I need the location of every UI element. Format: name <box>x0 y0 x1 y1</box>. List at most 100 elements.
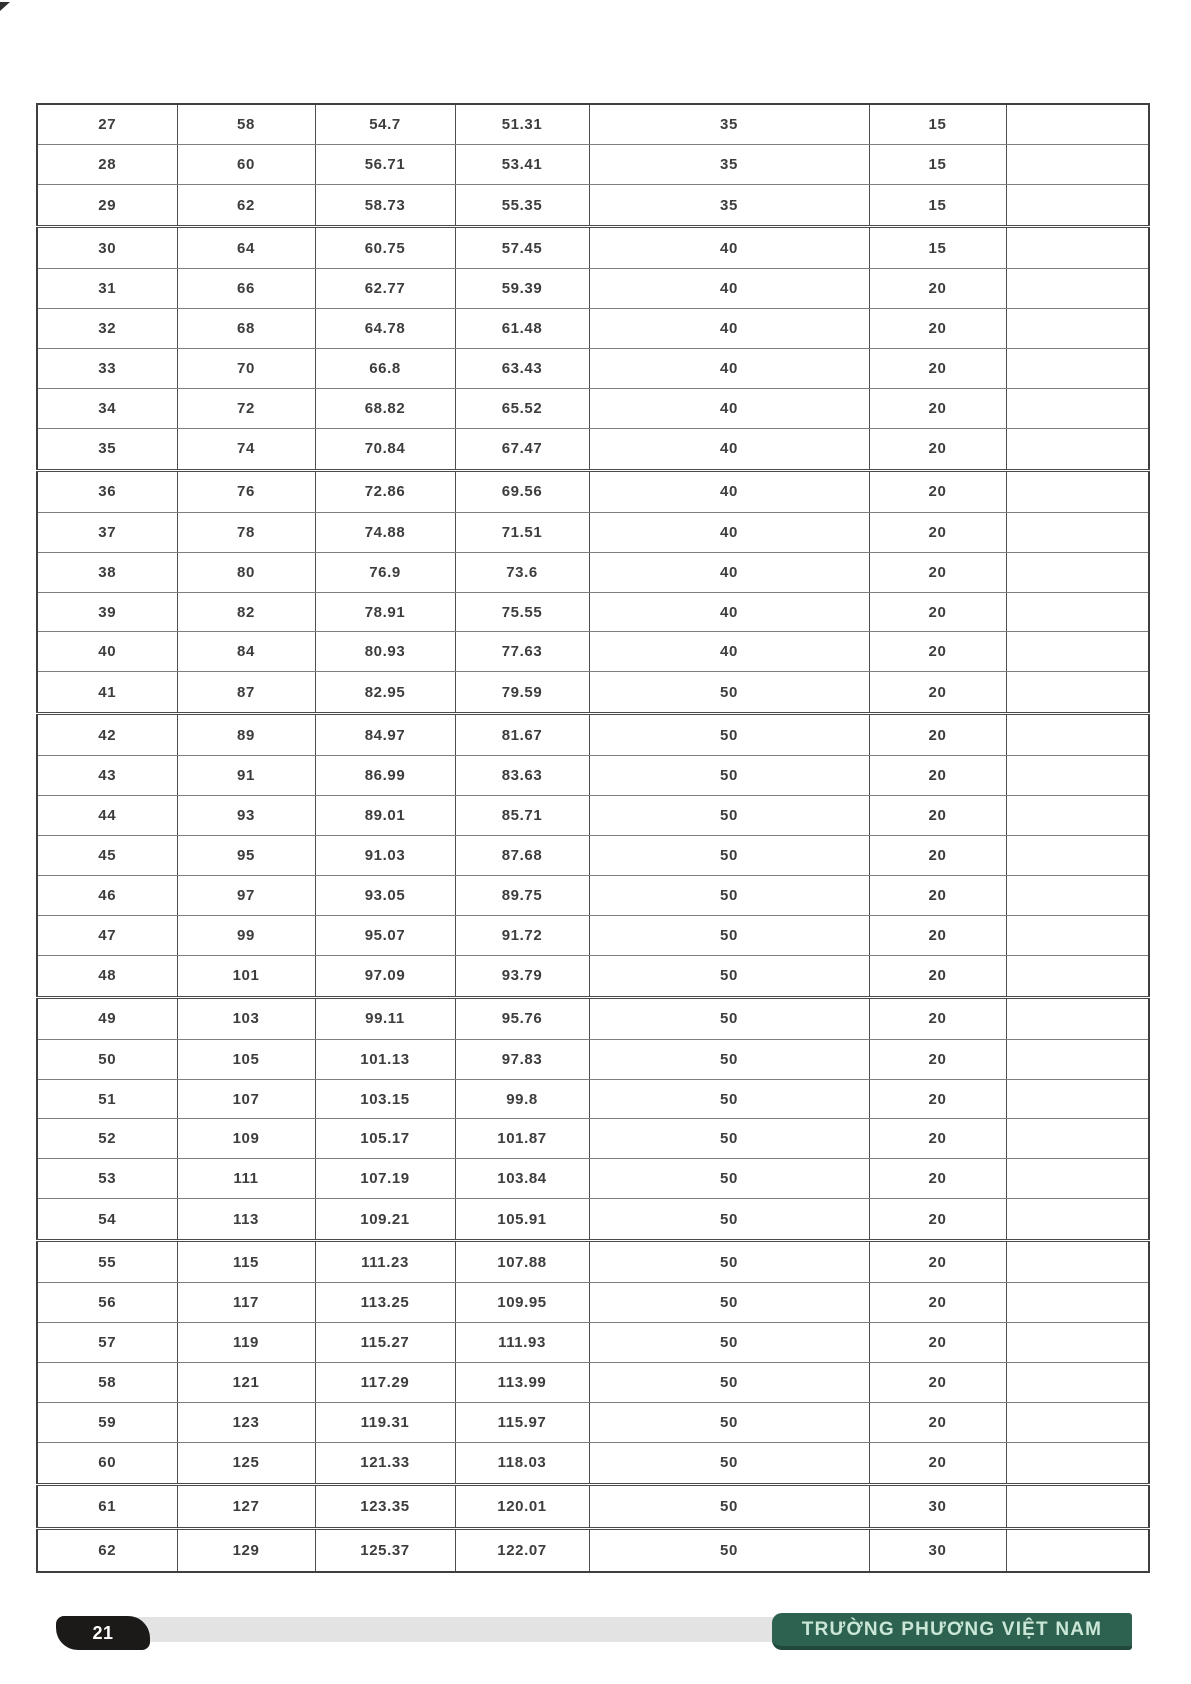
table-cell: 59.39 <box>454 268 590 310</box>
table-cell: 66.8 <box>314 348 456 389</box>
table-cell <box>1005 755 1150 797</box>
table-cell: 41 <box>36 671 178 715</box>
table-cell: 20 <box>868 308 1007 350</box>
table-cell: 50 <box>588 914 870 956</box>
table-cell: 46 <box>36 874 178 916</box>
table-cell: 20 <box>868 671 1007 715</box>
table-row: 62 129 125.37 122.07 50 30 <box>36 1527 1150 1573</box>
table-cell: 55.35 <box>454 184 590 228</box>
table-cell: 51 <box>36 1078 178 1120</box>
table-cell: 58 <box>36 1361 178 1403</box>
table-cell: 115 <box>176 1239 316 1284</box>
table-cell: 73.6 <box>454 551 590 593</box>
table-cell: 57 <box>36 1322 178 1363</box>
table-cell: 50 <box>588 874 870 916</box>
table-cell: 50 <box>588 835 870 876</box>
table-cell: 20 <box>868 1158 1007 1200</box>
table-row: 54 113 109.21 105.91 50 20 <box>36 1198 1150 1242</box>
table-cell <box>1005 1239 1150 1284</box>
table-row: 53 111 107.19 103.84 50 20 <box>36 1158 1150 1200</box>
table-cell: 76.9 <box>314 551 456 593</box>
table-cell: 42 <box>36 712 178 757</box>
table-cell: 84.97 <box>314 712 456 757</box>
table-cell: 109.95 <box>454 1282 590 1324</box>
table-cell: 50 <box>588 1482 870 1529</box>
table-cell <box>1005 144 1150 186</box>
table-cell: 20 <box>868 427 1007 471</box>
table-cell: 63.43 <box>454 348 590 389</box>
table-cell <box>1005 1482 1150 1529</box>
table-cell: 20 <box>868 591 1007 633</box>
table-cell: 61 <box>36 1482 178 1529</box>
table-cell: 40 <box>588 387 870 429</box>
table-cell: 43 <box>36 755 178 797</box>
table-cell: 50 <box>588 1239 870 1284</box>
table-cell: 83.63 <box>454 755 590 797</box>
table-cell: 109 <box>176 1118 316 1160</box>
table-cell: 49 <box>36 995 178 1040</box>
table-cell: 67.47 <box>454 427 590 471</box>
table-cell <box>1005 225 1150 270</box>
table-cell: 101.87 <box>454 1118 590 1160</box>
table-cell <box>1005 468 1150 513</box>
table-cell: 60 <box>36 1441 178 1485</box>
table-cell: 78 <box>176 511 316 553</box>
table-row: 51 107 103.15 99.8 50 20 <box>36 1078 1150 1120</box>
table-cell: 122.07 <box>454 1527 590 1573</box>
table-cell: 111.23 <box>314 1239 456 1284</box>
table-cell: 117 <box>176 1282 316 1324</box>
table-cell <box>1005 671 1150 715</box>
table-cell: 93 <box>176 795 316 837</box>
table-cell: 77.63 <box>454 631 590 673</box>
table-row: 32 68 64.78 61.48 40 20 <box>36 308 1150 350</box>
table-cell: 51.31 <box>454 103 590 146</box>
table-cell: 54.7 <box>314 103 456 146</box>
table-cell: 50 <box>588 1322 870 1363</box>
table-cell: 97.83 <box>454 1038 590 1080</box>
table-cell: 35 <box>588 184 870 228</box>
table-cell: 20 <box>868 631 1007 673</box>
table-row: 34 72 68.82 65.52 40 20 <box>36 387 1150 429</box>
table-cell: 127 <box>176 1482 316 1529</box>
table-row: 49 103 99.11 95.76 50 20 <box>36 995 1150 1040</box>
table-cell: 40 <box>588 348 870 389</box>
table-cell: 20 <box>868 755 1007 797</box>
table-cell: 111 <box>176 1158 316 1200</box>
table-cell: 68 <box>176 308 316 350</box>
table-cell: 123.35 <box>314 1482 456 1529</box>
table-cell <box>1005 427 1150 471</box>
table-cell: 37 <box>36 511 178 553</box>
table-cell: 50 <box>588 755 870 797</box>
table-cell: 20 <box>868 268 1007 310</box>
table-row: 38 80 76.9 73.6 40 20 <box>36 551 1150 593</box>
table-row: 33 70 66.8 63.43 40 20 <box>36 348 1150 389</box>
table-cell: 105.17 <box>314 1118 456 1160</box>
table-cell: 39 <box>36 591 178 633</box>
table-cell: 50 <box>588 995 870 1040</box>
table-row: 58 121 117.29 113.99 50 20 <box>36 1361 1150 1403</box>
table-cell: 50 <box>588 1158 870 1200</box>
table-cell: 64 <box>176 225 316 270</box>
table-cell: 40 <box>588 308 870 350</box>
table-cell: 87 <box>176 671 316 715</box>
table-cell: 61.48 <box>454 308 590 350</box>
table-cell: 115.97 <box>454 1401 590 1443</box>
table-cell: 30 <box>868 1482 1007 1529</box>
table-row: 47 99 95.07 91.72 50 20 <box>36 914 1150 956</box>
table-cell: 121.33 <box>314 1441 456 1485</box>
table-cell: 15 <box>868 103 1007 146</box>
table-cell: 20 <box>868 511 1007 553</box>
table-cell: 20 <box>868 1118 1007 1160</box>
table-row: 37 78 74.88 71.51 40 20 <box>36 511 1150 553</box>
table-row: 31 66 62.77 59.39 40 20 <box>36 268 1150 310</box>
table-cell: 40 <box>588 225 870 270</box>
table-cell: 20 <box>868 348 1007 389</box>
table-cell: 72.86 <box>314 468 456 513</box>
table-cell: 20 <box>868 1361 1007 1403</box>
table-cell: 40 <box>36 631 178 673</box>
table-row: 29 62 58.73 55.35 35 15 <box>36 184 1150 228</box>
table-cell: 50 <box>588 954 870 998</box>
table-cell: 50 <box>588 1038 870 1080</box>
table-cell: 20 <box>868 1239 1007 1284</box>
